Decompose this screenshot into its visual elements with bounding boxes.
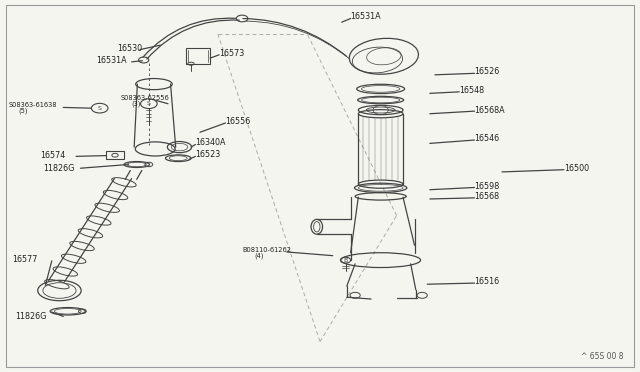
Bar	[186, 48, 210, 64]
Text: B: B	[344, 258, 348, 263]
Text: 16574: 16574	[40, 151, 65, 160]
Text: 16500: 16500	[564, 164, 589, 173]
Text: (3): (3)	[132, 100, 141, 107]
Text: S: S	[147, 101, 151, 106]
Text: 16531A: 16531A	[97, 56, 127, 65]
Text: (5): (5)	[19, 107, 28, 113]
Text: 16573: 16573	[219, 49, 244, 58]
Text: 16548: 16548	[460, 86, 484, 95]
FancyArrowPatch shape	[243, 19, 347, 57]
Text: 16340A: 16340A	[195, 138, 226, 147]
FancyArrowPatch shape	[246, 21, 350, 59]
Text: S08363-62556: S08363-62556	[121, 95, 170, 101]
Text: 11826G: 11826G	[43, 164, 74, 173]
Text: 16526: 16526	[474, 67, 500, 76]
Text: 11826G: 11826G	[15, 312, 46, 321]
Text: 16546: 16546	[474, 134, 500, 143]
Text: 16568A: 16568A	[474, 106, 505, 115]
Text: 16556: 16556	[225, 117, 251, 126]
Text: S08363-61638: S08363-61638	[8, 102, 57, 108]
Text: ^ 65S 00 8: ^ 65S 00 8	[581, 352, 623, 361]
Text: S: S	[98, 106, 102, 111]
Text: 16530: 16530	[117, 44, 142, 52]
Text: B08110-61262: B08110-61262	[242, 247, 291, 253]
Text: 16577: 16577	[12, 255, 38, 264]
Text: 16523: 16523	[195, 150, 221, 159]
Text: 16598: 16598	[474, 182, 500, 190]
Text: 16531A: 16531A	[351, 12, 381, 21]
Text: (4): (4)	[255, 252, 264, 259]
FancyArrowPatch shape	[147, 20, 239, 59]
FancyArrowPatch shape	[143, 18, 236, 57]
Bar	[106, 151, 124, 159]
Text: 16516: 16516	[474, 277, 500, 286]
Text: 16568: 16568	[474, 192, 500, 201]
